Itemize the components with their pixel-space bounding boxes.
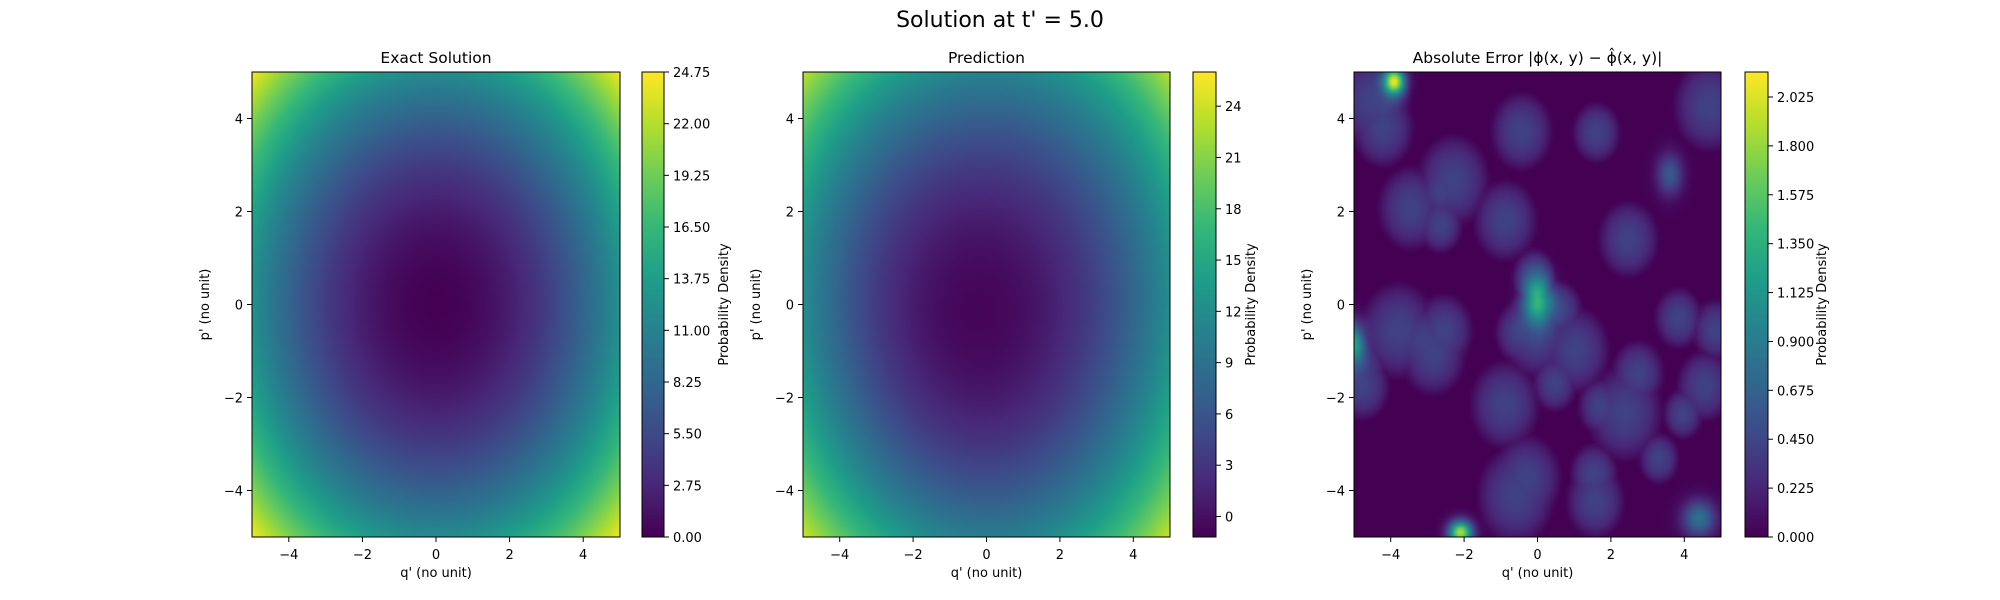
x-tick-label: 4 [1129, 548, 1137, 563]
heatmap-image [1354, 72, 1721, 537]
colorbar-tick-label: 18 [1225, 203, 1242, 218]
y-tick-label: 2 [235, 206, 243, 221]
y-tick-label: 4 [235, 113, 243, 128]
colorbar-tick-label: 24.75 [673, 66, 710, 81]
colorbar-tick-label: 21 [1225, 151, 1242, 166]
colorbar-label: Probability Density [1244, 243, 1259, 366]
y-axis-label: p' (no unit) [749, 269, 764, 341]
colorbar-tick-label: 16.50 [673, 221, 710, 236]
x-tick-label: 2 [505, 548, 513, 563]
chart-panel-1: Exact Solution −4 −2 0 2 4 −4 −2 0 2 4 q' (no unit)… [198, 49, 732, 581]
colorbar-tick-label: 1.800 [1777, 140, 1814, 155]
y-tick-label: 4 [1337, 113, 1345, 128]
colorbar-tick-label: 19.25 [673, 169, 710, 184]
figure-title: Solution at t' = 5.0 [896, 8, 1104, 33]
y-tick-label: −4 [1326, 485, 1345, 500]
colorbar-gradient [642, 72, 664, 537]
colorbar-tick-label: 24 [1225, 100, 1242, 115]
y-tick-label: 2 [786, 206, 794, 221]
x-tick-label: −4 [830, 548, 849, 563]
colorbar-tick-label: 0.000 [1777, 531, 1814, 546]
x-tick-label: 4 [579, 548, 587, 563]
colorbar-tick-label: 1.350 [1777, 238, 1814, 253]
colorbar-tick-label: 1.575 [1777, 189, 1814, 204]
x-tick-label: 2 [1056, 548, 1064, 563]
x-tick-label: −2 [1455, 548, 1474, 563]
y-tick-label: −2 [1326, 392, 1345, 407]
x-axis-label: q' (no unit) [400, 566, 472, 581]
colorbar-tick-label: 2.025 [1777, 91, 1814, 106]
x-tick-label: 2 [1607, 548, 1615, 563]
colorbar-tick-label: 0 [1225, 510, 1233, 525]
colorbar-tick-label: 0.450 [1777, 433, 1814, 448]
chart-panel-3: Absolute Error |ϕ(x, y) − ϕ̂(x, y)| −4 −2 0… [1300, 47, 1830, 581]
colorbar-tick-label: 1.125 [1777, 287, 1814, 302]
colorbar-label: Probability Density [1815, 243, 1830, 366]
y-tick-label: −4 [775, 485, 794, 500]
colorbar-tick-label: 12 [1225, 305, 1242, 320]
x-tick-label: −2 [904, 548, 923, 563]
heatmap-image [252, 72, 620, 537]
colorbar-tick-label: 22.00 [673, 118, 710, 133]
colorbar-tick-label: 0.00 [673, 531, 702, 546]
colorbar-frame [1744, 71, 1769, 538]
colorbar-tick-label: 2.75 [673, 479, 702, 494]
y-tick-label: −4 [224, 485, 243, 500]
colorbar-tick-label: 11.00 [673, 324, 710, 339]
y-tick-label: 0 [235, 299, 243, 314]
colorbar-gradient [1193, 72, 1216, 537]
colorbar-frame [641, 71, 665, 538]
colorbar-label: Probability Density [717, 243, 732, 366]
y-tick-label: −2 [775, 392, 794, 407]
chart-title: Prediction [948, 49, 1025, 67]
x-axis-label: q' (no unit) [1502, 566, 1574, 581]
x-tick-label: −4 [279, 548, 298, 563]
y-tick-label: 2 [1337, 206, 1345, 221]
colorbar-frame [1192, 71, 1217, 538]
y-tick-label: −2 [224, 392, 243, 407]
y-tick-label: 4 [786, 113, 794, 128]
y-axis-label: p' (no unit) [1300, 269, 1315, 341]
x-tick-label: 0 [1533, 548, 1541, 563]
y-tick-label: 0 [786, 299, 794, 314]
x-tick-label: 0 [982, 548, 990, 563]
x-tick-label: −2 [353, 548, 372, 563]
x-tick-label: −4 [1381, 548, 1400, 563]
colorbar-tick-label: 9 [1225, 357, 1233, 372]
chart-title: Exact Solution [380, 49, 491, 67]
x-axis-label: q' (no unit) [951, 566, 1023, 581]
x-tick-label: 0 [432, 548, 440, 563]
heatmap-image [803, 72, 1170, 537]
colorbar-tick-label: 15 [1225, 254, 1242, 269]
colorbar-gradient [1745, 72, 1768, 537]
colorbar-tick-label: 6 [1225, 408, 1233, 423]
colorbar-tick-label: 5.50 [673, 428, 702, 443]
colorbar-tick-label: 0.900 [1777, 335, 1814, 350]
colorbar-tick-label: 8.25 [673, 376, 702, 391]
colorbar-tick-label: 0.675 [1777, 384, 1814, 399]
chart-title: Absolute Error |ϕ(x, y) − ϕ̂(x, y)| [1413, 47, 1663, 67]
y-axis-label: p' (no unit) [198, 269, 213, 341]
colorbar-tick-label: 0.225 [1777, 482, 1814, 497]
colorbar-tick-label: 13.75 [673, 273, 710, 288]
colorbar-tick-label: 3 [1225, 459, 1233, 474]
x-tick-label: 4 [1680, 548, 1688, 563]
y-tick-label: 0 [1337, 299, 1345, 314]
